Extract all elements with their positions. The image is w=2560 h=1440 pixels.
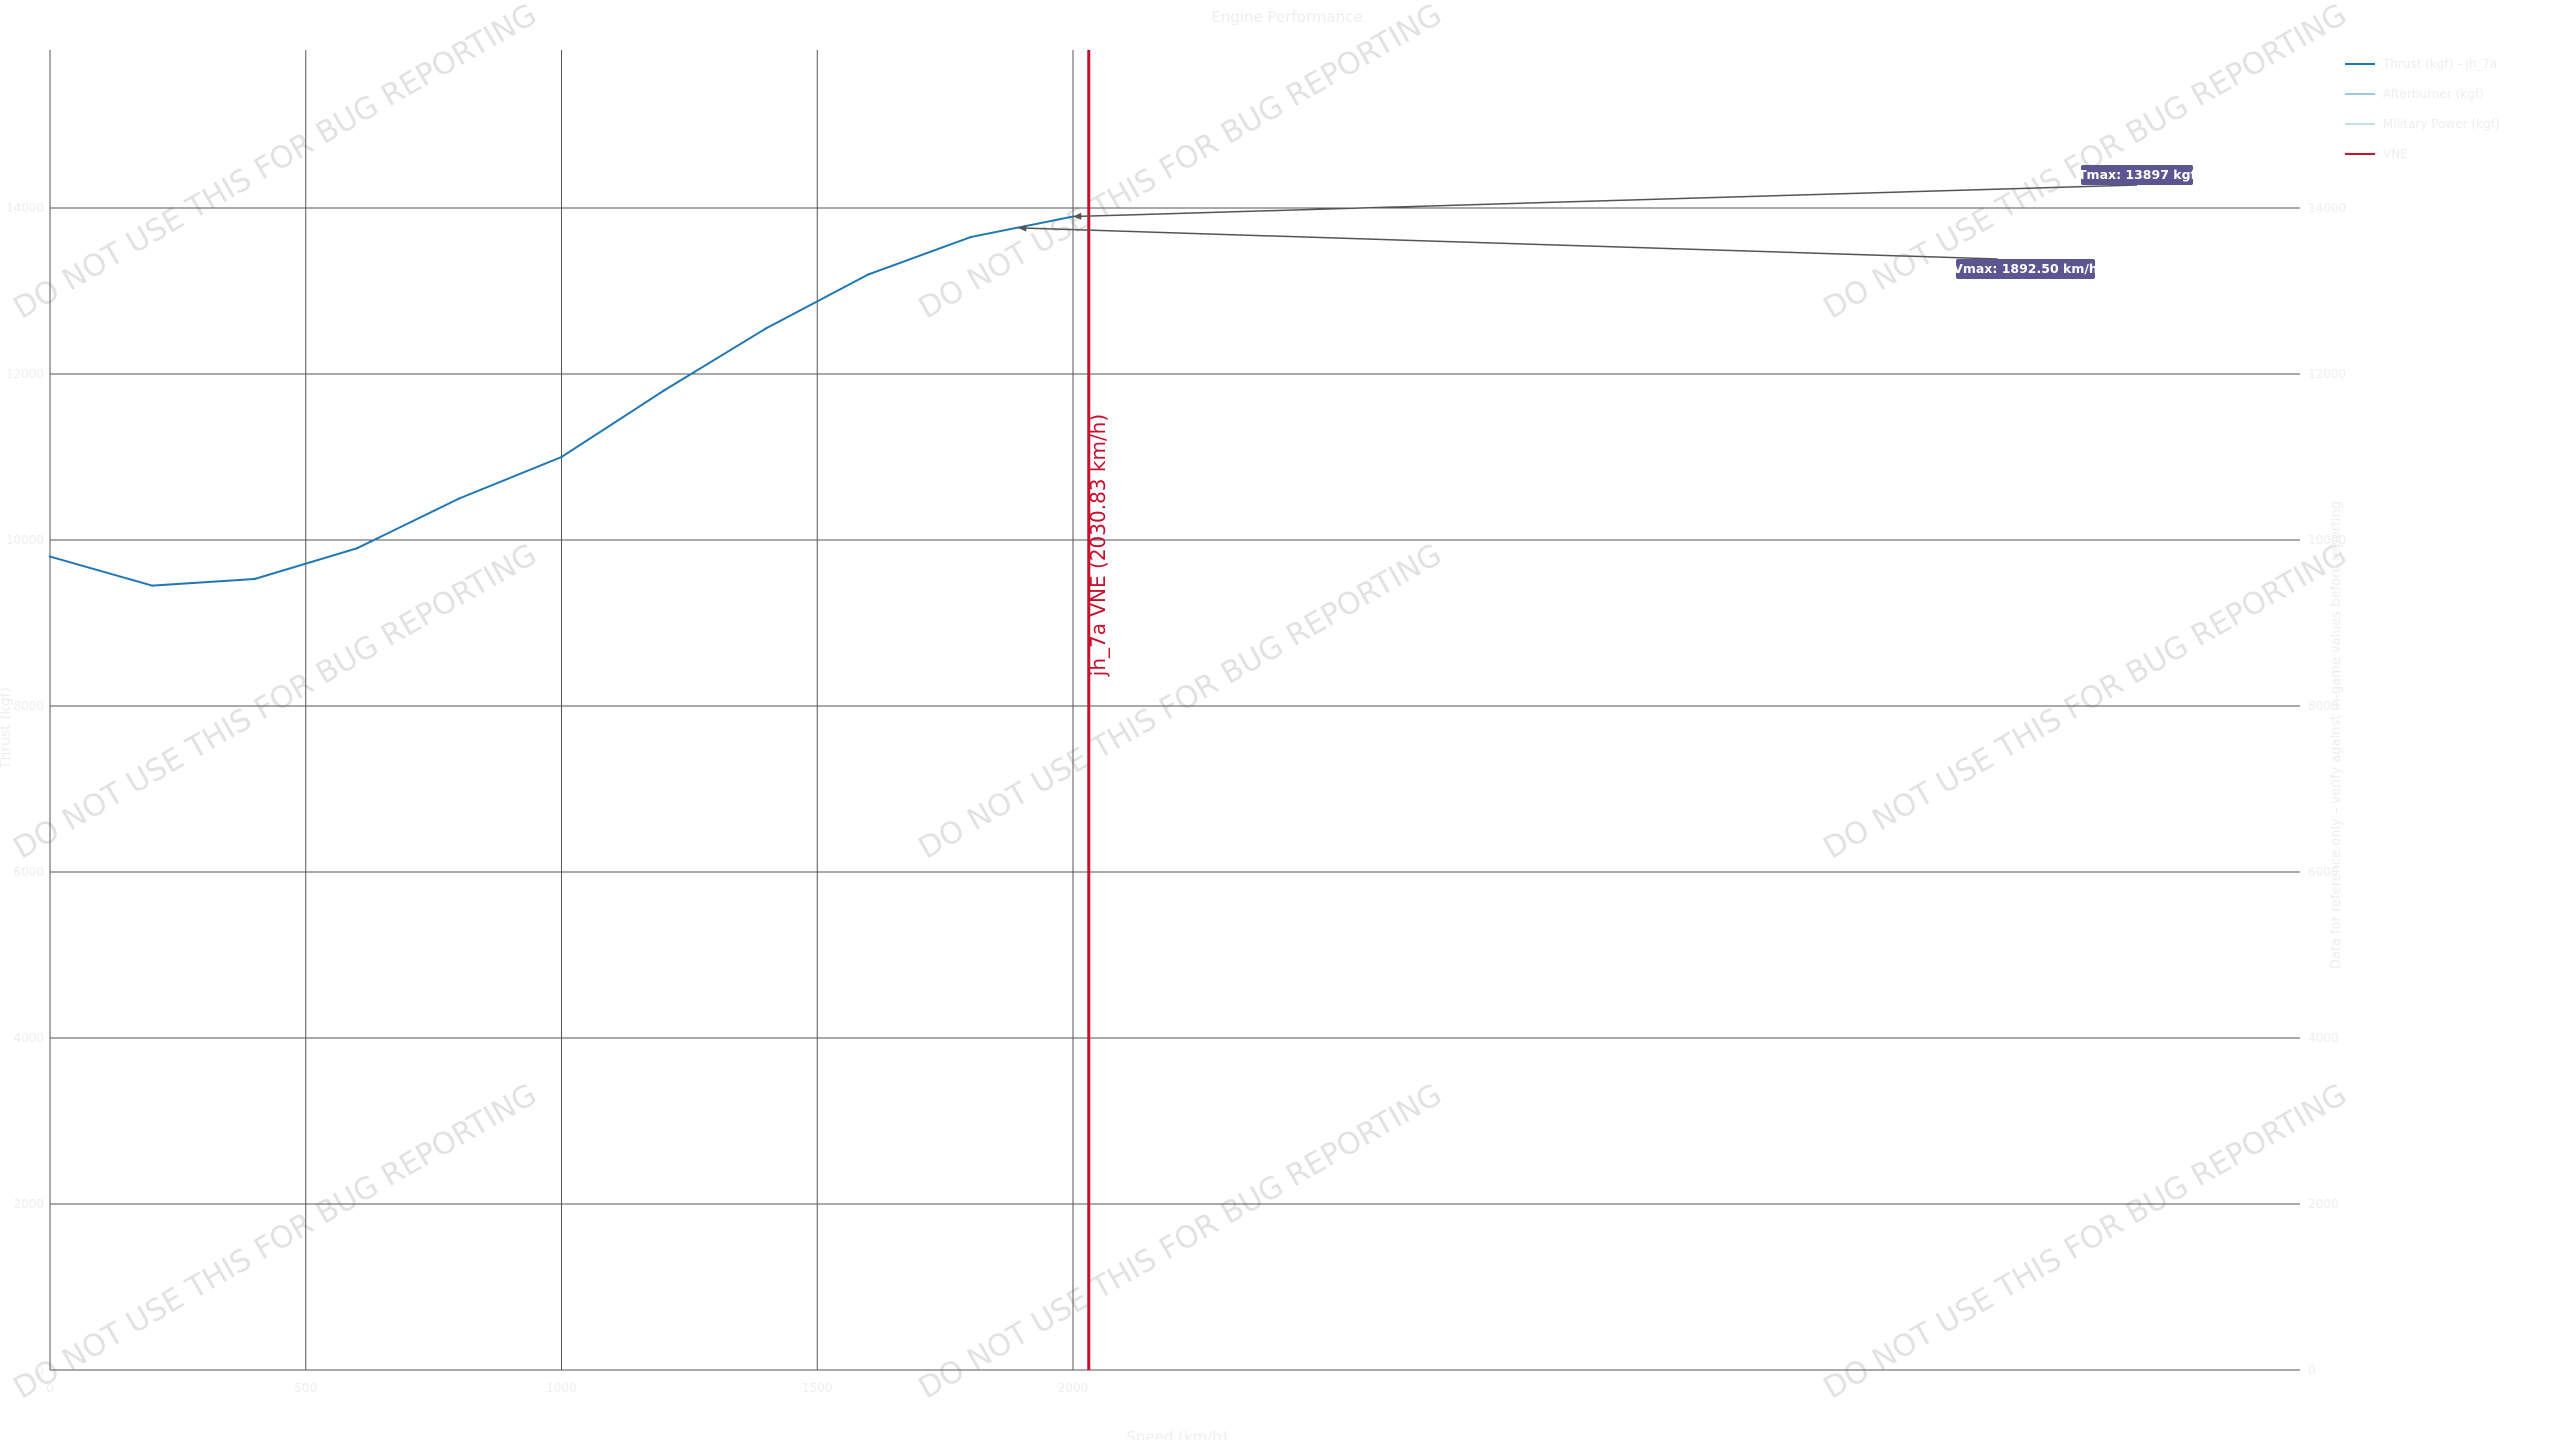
tick-labels: 0 500 1000 1500 2000 0 2000 4000 6000 8000 10000 12… (6, 201, 2346, 1395)
y-tick-label-right: 10000 (2308, 533, 2346, 547)
x-tick-label: 0 (46, 1381, 54, 1395)
data-point (867, 273, 870, 276)
legend-label: VNE (2383, 147, 2408, 161)
annotation-label: Tmax: 13897 kgf (2078, 167, 2197, 182)
y-tick-label: 0 (36, 1363, 44, 1377)
annotation-badge (1956, 259, 2095, 279)
data-point (355, 547, 359, 550)
annotation-arrowhead (1073, 212, 1082, 220)
x-tick-label: 500 (294, 1381, 317, 1395)
y-tick-label-right: 14000 (2308, 201, 2346, 215)
legend-item[interactable]: Military Power (kgf) (2345, 117, 2500, 131)
data-point (48, 555, 52, 558)
y-tick-label: 8000 (13, 699, 44, 713)
side-note: Data for reference only – verify against… (2329, 501, 2344, 969)
y-tick-label: 12000 (6, 367, 44, 381)
y-tick-label: 4000 (13, 1031, 44, 1045)
annotation-arrow (1017, 227, 1998, 260)
y-tick-label-right: 6000 (2308, 865, 2339, 879)
legend-item[interactable]: VNE (2345, 147, 2408, 161)
x-axis-label: Speed (km/h) (1126, 1428, 1227, 1440)
legend-item[interactable]: Thrust (kgf) - jh_7a (2345, 57, 2497, 71)
watermark-text: DO NOT USE THIS FOR BUG REPORTING (8, 1077, 543, 1406)
watermark-text: DO NOT USE THIS FOR BUG REPORTING (1818, 1077, 2353, 1406)
y-tick-label: 10000 (6, 533, 44, 547)
watermark-text: DO NOT USE THIS FOR BUG REPORTING (1818, 537, 2353, 866)
watermark-text: DO NOT USE THIS FOR BUG REPORTING (8, 537, 543, 866)
y-tick-label: 2000 (13, 1197, 44, 1211)
data-point (662, 389, 665, 392)
annotation-arrowhead (1018, 224, 1027, 232)
y-tick-label-right: 4000 (2308, 1031, 2339, 1045)
y-tick-label-right: 0 (2308, 1363, 2316, 1377)
legend-label: Afterburner (kgf) (2383, 87, 2484, 101)
annotation-badge (2081, 165, 2193, 185)
y-tick-label: 6000 (13, 865, 44, 879)
y-tick-label-right: 12000 (2308, 367, 2346, 381)
data-point (151, 584, 154, 587)
watermark-layer: DO NOT USE THIS FOR BUG REPORTING DO NOT … (8, 0, 2353, 1406)
data-point (764, 327, 768, 330)
y-tick-label-right: 8000 (2308, 699, 2339, 713)
data-point (253, 577, 256, 581)
x-tick-label: 1500 (802, 1381, 833, 1395)
data-point (560, 455, 563, 459)
data-point (458, 497, 461, 500)
y-tick-label: 14000 (6, 201, 44, 215)
grid (49, 50, 2300, 1371)
y-axis-label: Thrust (kgf) (0, 687, 14, 770)
annotations: Tmax: 13897 kgf Vmax: 1892.50 km/h (1017, 165, 2197, 279)
x-tick-label: 1000 (546, 1381, 577, 1395)
chart-title: Engine Performance (1211, 8, 1362, 26)
annotation-arrow (1072, 184, 2138, 218)
watermark-text: DO NOT USE THIS FOR BUG REPORTING (8, 0, 543, 326)
watermark-text: DO NOT USE THIS FOR BUG REPORTING (913, 1077, 1448, 1406)
legend-item[interactable]: Afterburner (kgf) (2345, 87, 2484, 101)
legend-label: Military Power (kgf) (2383, 117, 2500, 131)
vne-label: jh_7a VNE (2030.83 km/h) (1086, 414, 1110, 677)
x-tick-label: 2000 (1058, 1381, 1089, 1395)
watermark-text: DO NOT USE THIS FOR BUG REPORTING (913, 0, 1448, 326)
legend[interactable]: Thrust (kgf) - jh_7a Afterburner (kgf) Mil… (2345, 57, 2500, 161)
watermark-text: DO NOT USE THIS FOR BUG REPORTING (913, 537, 1448, 866)
annotation-label: Vmax: 1892.50 km/h (1953, 261, 2098, 276)
y-tick-label-right: 2000 (2308, 1197, 2339, 1211)
data-point (969, 235, 972, 239)
legend-label: Thrust (kgf) - jh_7a (2382, 57, 2497, 71)
